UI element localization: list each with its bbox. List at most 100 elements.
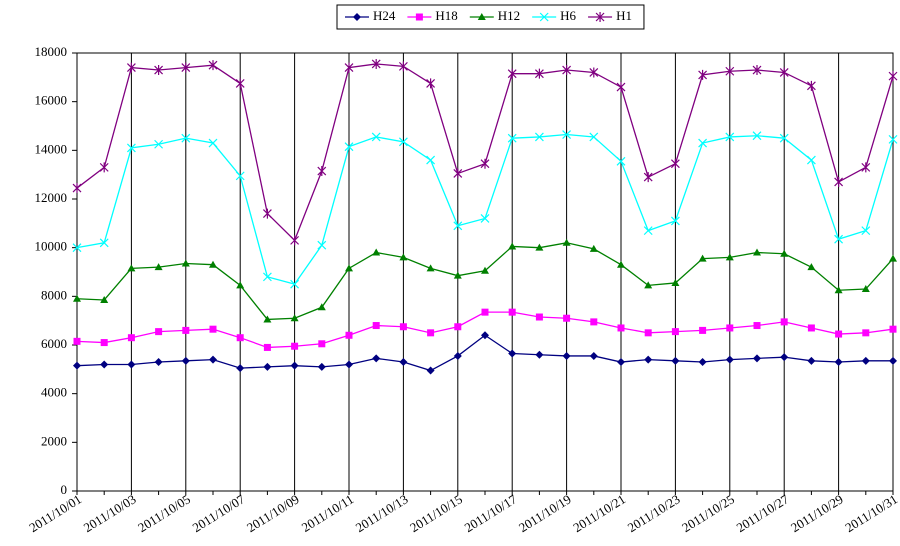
marker [670, 216, 680, 226]
marker [398, 61, 408, 72]
marker [589, 132, 599, 142]
marker [426, 366, 435, 375]
marker [862, 329, 870, 337]
y-tick-label: 6000 [41, 336, 67, 351]
legend-label: H1 [616, 8, 632, 23]
marker [398, 137, 408, 147]
marker [317, 240, 327, 250]
marker [480, 214, 490, 223]
marker [698, 69, 708, 80]
marker [725, 66, 735, 77]
marker [155, 328, 163, 336]
x-tick-label: 2011/10/27 [734, 491, 792, 535]
marker [181, 133, 191, 143]
marker [73, 337, 81, 345]
marker [415, 13, 423, 21]
marker [427, 329, 435, 337]
marker [399, 358, 408, 367]
marker [644, 329, 652, 337]
marker [344, 62, 354, 73]
x-tick-label: 2011/10/03 [81, 491, 139, 535]
marker [453, 221, 463, 231]
marker [562, 130, 572, 139]
marker [454, 323, 462, 331]
y-tick-label: 14000 [35, 141, 68, 156]
marker [453, 351, 462, 360]
marker [318, 340, 326, 348]
marker [480, 158, 490, 169]
marker [426, 155, 436, 165]
x-tick-label: 2011/10/13 [353, 491, 411, 535]
marker [507, 133, 517, 143]
x-tick-label: 2011/10/23 [625, 491, 683, 535]
marker [888, 134, 898, 144]
marker [181, 62, 191, 73]
marker [426, 264, 435, 272]
marker [725, 355, 734, 364]
marker [209, 260, 217, 268]
marker [806, 155, 816, 165]
marker [481, 331, 489, 340]
marker [726, 324, 734, 332]
marker [617, 324, 625, 332]
marker [590, 318, 598, 326]
marker [507, 68, 517, 79]
legend-label: H18 [435, 8, 457, 23]
x-tick-label: 2011/10/11 [299, 491, 356, 535]
marker [399, 253, 408, 261]
marker [670, 158, 680, 169]
x-tick-label: 2011/10/05 [135, 491, 193, 535]
x-tick-label: 2011/10/07 [190, 491, 248, 535]
marker [753, 354, 761, 363]
marker [752, 131, 762, 141]
x-tick-label: 2011/10/17 [462, 491, 520, 535]
marker [539, 12, 549, 22]
marker [72, 243, 82, 253]
marker [889, 356, 897, 365]
marker [73, 294, 81, 302]
marker [616, 82, 626, 93]
marker [643, 172, 653, 183]
marker [345, 331, 353, 339]
x-tick-label: 2011/10/31 [842, 491, 900, 535]
marker [317, 303, 326, 311]
x-tick-label: 2011/10/01 [26, 491, 84, 535]
marker [671, 278, 680, 286]
y-tick-label: 10000 [35, 239, 68, 254]
marker [154, 358, 163, 367]
marker [617, 260, 625, 268]
marker [806, 80, 816, 91]
marker [235, 171, 245, 181]
marker [345, 360, 353, 369]
marker [752, 65, 762, 76]
marker [834, 358, 843, 367]
x-tick-label: 2011/10/15 [407, 491, 465, 535]
marker [562, 65, 572, 76]
y-tick-label: 2000 [41, 433, 67, 448]
marker [643, 226, 653, 236]
marker [779, 67, 789, 78]
y-tick-label: 4000 [41, 385, 67, 400]
marker [834, 234, 844, 244]
marker [126, 62, 136, 73]
marker [780, 249, 789, 257]
marker [290, 314, 299, 322]
marker [127, 264, 136, 272]
marker [534, 68, 544, 79]
y-tick-label: 8000 [41, 287, 67, 302]
marker [589, 244, 598, 252]
marker [698, 254, 707, 262]
marker [644, 281, 653, 289]
marker [477, 13, 486, 20]
marker [861, 285, 870, 293]
marker [725, 253, 734, 261]
y-tick-label: 0 [61, 482, 68, 497]
marker [372, 354, 381, 363]
marker [372, 248, 381, 256]
marker [671, 356, 680, 365]
marker [127, 360, 136, 369]
marker [126, 143, 136, 153]
marker [317, 362, 326, 371]
marker [699, 326, 707, 334]
marker [154, 263, 163, 271]
